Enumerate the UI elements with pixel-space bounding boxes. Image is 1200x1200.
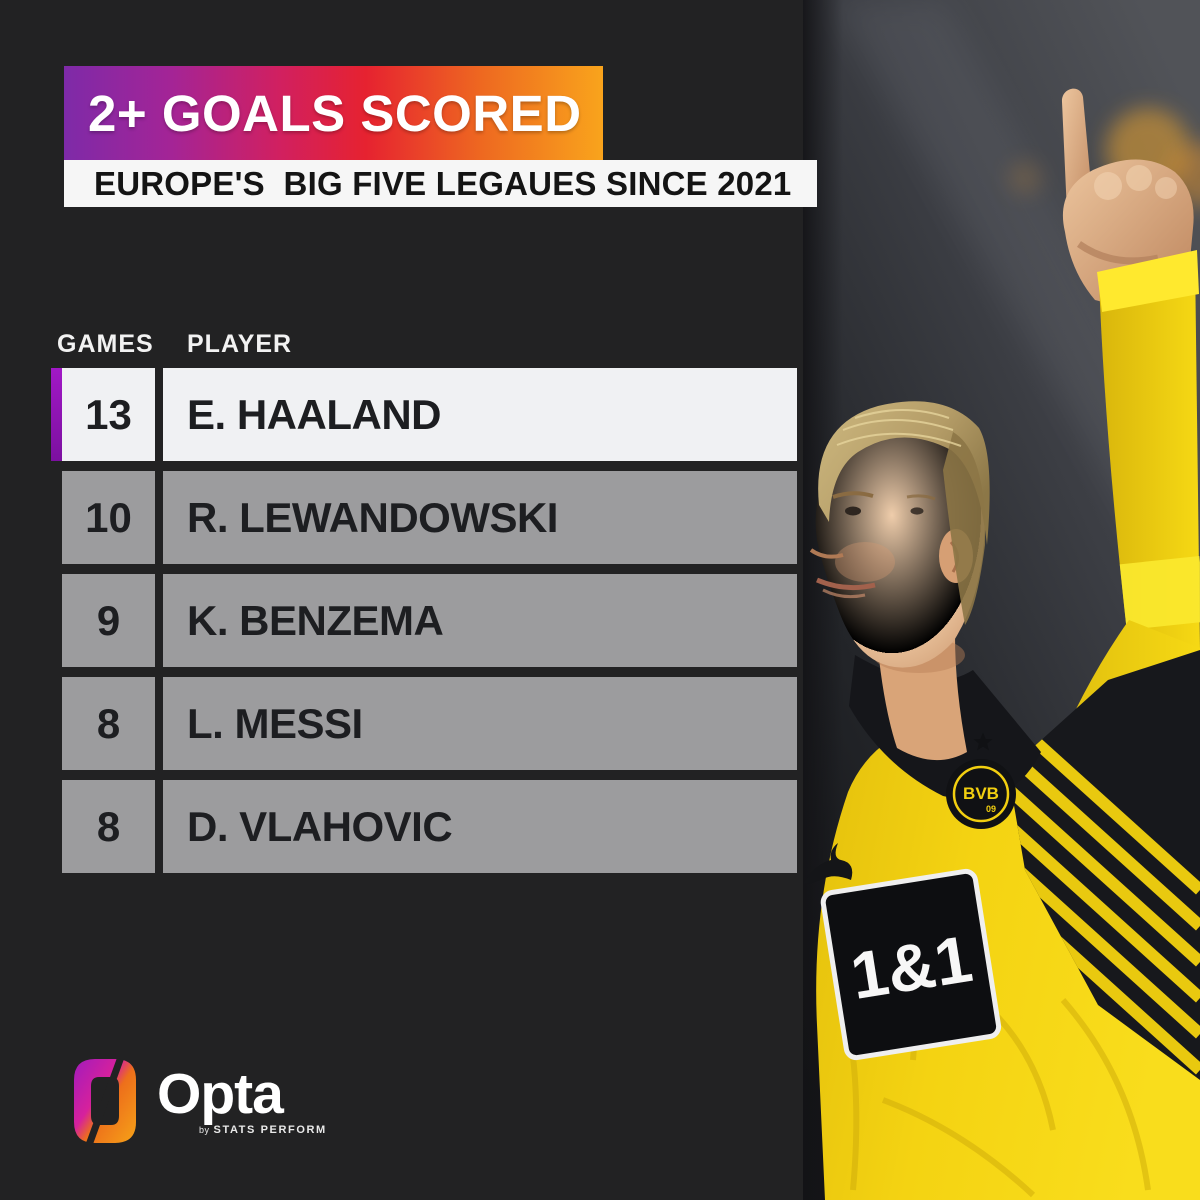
accent-spacer bbox=[51, 471, 62, 564]
opta-wordmark: Opta bbox=[157, 1062, 284, 1126]
table-row-benzema: 9 K. BENZEMA bbox=[51, 574, 797, 667]
sleeve-cuff bbox=[1097, 250, 1199, 312]
games-cell: 8 bbox=[62, 677, 155, 770]
sleeve-band bbox=[1119, 555, 1200, 631]
mouth bbox=[816, 577, 876, 591]
table-row-messi: 8 L. MESSI bbox=[51, 677, 797, 770]
bokeh-light bbox=[1008, 161, 1042, 195]
eyebrow bbox=[906, 494, 936, 501]
games-cell: 8 bbox=[62, 780, 155, 873]
player-photo: BVB 09 1&1 bbox=[803, 0, 1200, 1200]
page-subtitle: EUROPE'S BIG FIVE LEGAUES SINCE 2021 bbox=[94, 164, 792, 202]
table-row-haaland: 13 E. HAALAND bbox=[51, 368, 797, 461]
knuckle bbox=[1155, 177, 1177, 199]
opta-logo: Opta by STATS PERFORM bbox=[73, 1058, 327, 1144]
player-cell: E. HAALAND bbox=[163, 368, 797, 461]
accent-spacer bbox=[51, 780, 62, 873]
table-row-lewandowski: 10 R. LEWANDOWSKI bbox=[51, 471, 797, 564]
player-cell: D. VLAHOVIC bbox=[163, 780, 797, 873]
tagline-by: by bbox=[199, 1125, 210, 1135]
stats-table: 13 E. HAALAND 10 R. LEWANDOWSKI 9 K. BEN… bbox=[51, 368, 797, 873]
subtitle-bar: EUROPE'S BIG FIVE LEGAUES SINCE 2021 bbox=[64, 160, 817, 207]
header-games: GAMES bbox=[57, 330, 154, 358]
light-streak bbox=[833, 0, 1200, 640]
highlight-accent-bar bbox=[51, 368, 62, 461]
tagline-text: STATS PERFORM bbox=[213, 1124, 327, 1136]
opta-text-block: Opta by STATS PERFORM bbox=[157, 1062, 327, 1137]
jersey-torso bbox=[816, 720, 1200, 1200]
jersey-sleeve bbox=[1099, 258, 1200, 650]
logo-slash bbox=[79, 1058, 131, 1144]
cheek-shade bbox=[835, 542, 895, 582]
hair-strands bbox=[836, 409, 962, 447]
hair-side bbox=[943, 432, 986, 625]
thumb-shadow bbox=[1076, 241, 1159, 265]
eyebrow bbox=[832, 491, 874, 499]
player-cell: L. MESSI bbox=[163, 677, 797, 770]
eye bbox=[910, 507, 924, 515]
header-player: PLAYER bbox=[187, 330, 293, 358]
head bbox=[809, 401, 990, 761]
lower-lip bbox=[822, 588, 866, 599]
puma-logo bbox=[803, 843, 853, 884]
accent-spacer bbox=[51, 677, 62, 770]
player-cell: K. BENZEMA bbox=[163, 574, 797, 667]
sponsor-patch: 1&1 bbox=[820, 868, 1002, 1061]
accent-spacer bbox=[51, 574, 62, 667]
title-banner: 2+ GOALS SCORED bbox=[64, 66, 603, 160]
nose bbox=[809, 548, 844, 559]
games-cell: 9 bbox=[62, 574, 155, 667]
page-title: 2+ GOALS SCORED bbox=[88, 84, 582, 142]
table-row-vlahovic: 8 D. VLAHOVIC bbox=[51, 780, 797, 873]
games-cell: 10 bbox=[62, 471, 155, 564]
bvb-badge: BVB 09 bbox=[946, 732, 1016, 829]
opta-logo-icon bbox=[74, 1058, 136, 1144]
knuckle bbox=[1126, 165, 1152, 191]
player-cell: R. LEWANDOWSKI bbox=[163, 471, 797, 564]
games-cell: 13 bbox=[62, 368, 155, 461]
eye bbox=[845, 506, 861, 516]
knuckle bbox=[1094, 172, 1122, 200]
badge-text: BVB bbox=[963, 784, 999, 803]
table-header: GAMES PLAYER bbox=[0, 330, 800, 358]
face bbox=[815, 404, 986, 668]
badge-number: 09 bbox=[986, 804, 996, 814]
opta-tagline: by STATS PERFORM bbox=[199, 1124, 327, 1136]
player-photo-svg: BVB 09 1&1 bbox=[803, 0, 1200, 1200]
badge-star bbox=[973, 732, 993, 751]
